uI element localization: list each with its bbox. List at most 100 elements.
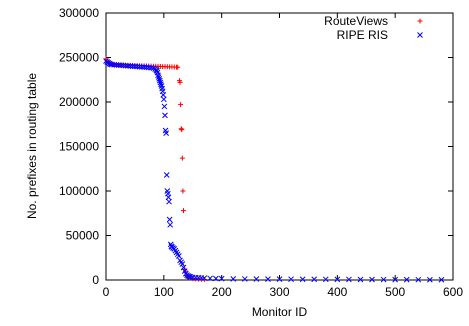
data-point — [179, 127, 185, 133]
data-point — [161, 103, 168, 110]
series-routeviews — [103, 56, 207, 282]
data-point — [156, 77, 163, 84]
data-point — [129, 63, 136, 70]
data-point — [166, 198, 172, 205]
data-point — [145, 64, 152, 71]
data-point — [127, 63, 134, 69]
x-axis-label: Monitor ID — [252, 305, 308, 319]
data-point — [136, 63, 143, 70]
x-axis: 0 100 200 300 400 500 600 — [103, 13, 463, 299]
data-point — [392, 276, 399, 283]
data-point — [230, 275, 237, 282]
data-point — [380, 276, 387, 283]
data-point — [156, 76, 163, 82]
data-point — [139, 64, 145, 70]
data-point — [288, 276, 294, 283]
data-point — [143, 64, 150, 71]
data-point — [180, 208, 186, 214]
data-point — [163, 172, 170, 178]
y-tick-label: 150000 — [59, 140, 99, 154]
legend-label-ripe-ris: RIPE RIS — [337, 28, 388, 42]
data-point — [141, 64, 148, 70]
data-point — [157, 79, 164, 86]
data-point — [134, 63, 141, 70]
data-point — [132, 63, 138, 70]
data-point — [438, 276, 445, 283]
data-point — [334, 276, 341, 283]
data-point — [299, 276, 306, 283]
legend-marker — [417, 18, 423, 24]
legend-marker-routeviews — [417, 18, 423, 24]
data-point — [427, 276, 433, 283]
data-point — [207, 275, 213, 282]
data-point — [180, 188, 186, 194]
data-point — [346, 276, 352, 283]
data-point — [241, 276, 248, 282]
data-point — [160, 96, 167, 103]
data-point — [120, 62, 127, 69]
data-point — [177, 79, 183, 85]
y-axis-label: No. prefixes in routing table — [25, 73, 39, 219]
data-point — [178, 126, 184, 132]
x-tick-label: 200 — [212, 285, 232, 299]
data-point — [154, 67, 160, 74]
data-point — [115, 62, 122, 69]
data-point — [155, 72, 161, 79]
y-tick-label: 300000 — [59, 6, 99, 20]
data-point — [180, 264, 187, 271]
data-points — [103, 56, 445, 283]
legend-label-routeviews: RouteViews — [324, 14, 388, 28]
x-tick-label: 400 — [327, 285, 347, 299]
x-tick-label: 0 — [103, 285, 110, 299]
data-point — [166, 216, 173, 223]
y-tick-label: 200000 — [59, 95, 99, 109]
data-point — [158, 81, 164, 88]
legend-marker-ripe-ris — [417, 32, 423, 38]
data-point — [176, 253, 182, 259]
data-point — [167, 221, 174, 228]
data-point — [165, 194, 172, 201]
y-tick-label: 250000 — [59, 51, 99, 65]
data-point — [213, 275, 219, 282]
legend-marker — [417, 32, 423, 38]
data-point — [265, 276, 271, 282]
x-tick-label: 300 — [269, 285, 289, 299]
data-point — [218, 275, 225, 282]
data-point — [175, 64, 181, 70]
data-point — [160, 92, 167, 98]
x-tick-label: 100 — [154, 285, 174, 299]
data-point — [179, 261, 186, 267]
data-point — [163, 130, 170, 137]
data-point — [253, 276, 260, 282]
data-point — [108, 61, 115, 68]
y-tick-label: 0 — [92, 273, 99, 287]
data-point — [403, 276, 410, 283]
y-tick-label: 100000 — [59, 184, 99, 198]
data-point — [357, 276, 364, 283]
data-point — [415, 276, 422, 283]
data-point — [178, 102, 184, 108]
legend: RouteViews RIPE RIS — [324, 14, 423, 42]
y-tick-label: 50000 — [66, 229, 100, 243]
x-tick-label: 500 — [385, 285, 405, 299]
data-point — [122, 62, 129, 69]
data-point — [179, 155, 185, 161]
data-point — [118, 62, 124, 69]
plot-frame — [105, 12, 454, 281]
data-point — [150, 65, 157, 72]
data-point — [155, 74, 162, 80]
data-point — [322, 276, 329, 283]
series-ripe-ris — [103, 58, 445, 283]
data-point — [311, 276, 318, 283]
data-point — [162, 112, 168, 119]
data-point — [201, 275, 208, 281]
data-point — [186, 273, 193, 280]
data-point — [276, 276, 283, 283]
data-point — [113, 62, 120, 68]
data-point — [369, 276, 375, 283]
data-point — [111, 61, 117, 68]
y-axis: 0 50000 100000 150000 200000 250000 300000 — [59, 6, 453, 287]
x-tick-label: 600 — [443, 285, 463, 299]
data-point — [125, 63, 131, 69]
